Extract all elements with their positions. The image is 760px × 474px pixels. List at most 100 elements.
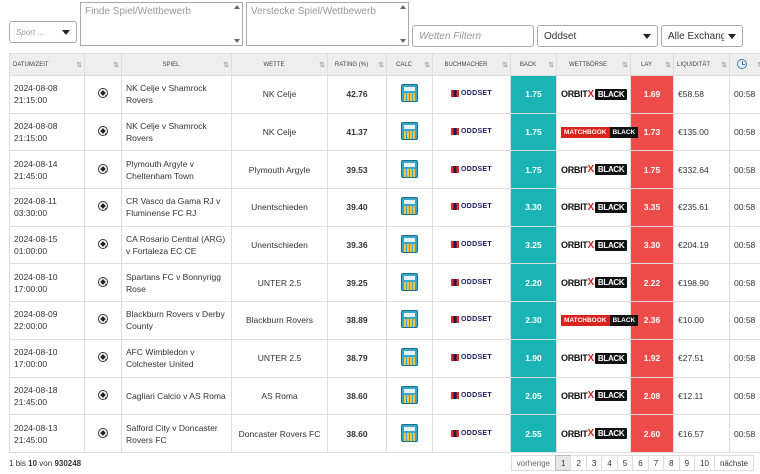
calculator-icon[interactable]	[401, 310, 418, 329]
cell-back-odds[interactable]: 3.25	[510, 225, 557, 265]
calculator-icon[interactable]	[401, 272, 418, 291]
cell-lay-odds[interactable]: 1.69	[630, 75, 674, 114]
cell-lay-odds[interactable]: 3.35	[630, 188, 674, 227]
oddset-logo[interactable]: ODDSET	[451, 165, 492, 173]
cell-date: 2024-08-10 17:00:00	[9, 263, 85, 303]
hide-match-placeholder: Verstecke Spiel/Wettbewerb	[251, 6, 376, 17]
col-header-rating[interactable]: Rating (%) ⇅	[327, 53, 387, 76]
oddset-logo[interactable]: ODDSET	[451, 241, 492, 249]
col-header-date-label: Datum/Zeit	[13, 61, 49, 68]
table-row[interactable]: 2024-08-18 21:45:00 Cagliari Calcio v AS R…	[9, 376, 760, 416]
cell-back-odds[interactable]: 3.30	[510, 188, 557, 227]
lay-odds-value: 3.35	[643, 202, 661, 213]
table-row[interactable]: 2024-08-13 21:45:00 Salford City v Doncast…	[9, 414, 760, 453]
textarea-scrollbar[interactable]	[400, 5, 406, 43]
table-row[interactable]: 2024-08-08 21:15:00 NK Celje v Shamrock Ro…	[9, 75, 760, 114]
cell-back-odds[interactable]: 1.75	[510, 75, 557, 114]
pagination-prev[interactable]: vorherige	[510, 455, 556, 471]
pagination-page[interactable]: 6	[632, 455, 649, 471]
cell-lay-odds[interactable]: 3.30	[630, 225, 674, 265]
cell-match-label: Blackburn Rovers v Derby County	[126, 309, 225, 332]
cell-date-day: 2024-08-10	[14, 347, 58, 358]
col-header-liquidity[interactable]: Liquidität ⇅	[673, 53, 730, 76]
oddset-logo[interactable]: ODDSET	[451, 203, 492, 211]
table-row[interactable]: 2024-08-10 17:00:00 AFC Wimbledon v Colche…	[9, 338, 760, 378]
cell-remaining: 00:58	[729, 414, 760, 453]
col-header-back[interactable]: Back ⇅	[510, 53, 557, 76]
oddset-logo[interactable]: ODDSET	[451, 391, 492, 399]
table-row[interactable]: 2024-08-15 01:00:00 CA Rosario Central (AR…	[9, 225, 760, 265]
table-row[interactable]: 2024-08-09 22:00:00 Blackburn Rovers v Der…	[9, 301, 760, 340]
pagination-page[interactable]: 5	[616, 455, 634, 471]
soccer-ball-icon	[98, 201, 108, 212]
pagination-next[interactable]: nächste	[713, 455, 754, 471]
calculator-icon[interactable]	[401, 348, 418, 367]
calculator-icon[interactable]	[401, 385, 418, 404]
pagination-page[interactable]: 7	[647, 455, 665, 471]
table-row[interactable]: 2024-08-11 03:30:00 CR Vasco da Gama RJ v …	[9, 188, 760, 227]
col-header-date[interactable]: Datum/Zeit ⇅	[9, 53, 85, 76]
cell-back-odds[interactable]: 1.75	[510, 150, 557, 190]
oddset-logo[interactable]: ODDSET	[451, 354, 492, 362]
calculator-icon[interactable]	[401, 122, 418, 141]
bet-filter-input[interactable]: Wetten Filtern	[412, 25, 534, 47]
sport-select[interactable]: Sport ...	[9, 21, 77, 43]
cell-lay-odds[interactable]: 2.60	[630, 414, 674, 453]
col-header-sport[interactable]: ⇅	[84, 53, 122, 76]
pagination-page[interactable]: 4	[601, 455, 618, 471]
pagination-page[interactable]: 2	[570, 455, 587, 471]
pagination-page[interactable]: 3	[585, 455, 603, 471]
calculator-icon[interactable]	[401, 423, 418, 442]
cell-lay-odds[interactable]: 1.75	[630, 150, 674, 190]
soccer-ball-icon	[98, 239, 108, 250]
lay-odds-value: 3.30	[643, 240, 661, 251]
cell-lay-odds[interactable]: 2.08	[630, 376, 674, 416]
calculator-icon[interactable]	[401, 235, 418, 254]
cell-date-day: 2024-08-15	[14, 234, 58, 245]
oddset-mark-icon	[451, 429, 459, 437]
col-header-match[interactable]: Spiel ⇅	[121, 53, 232, 76]
pagination-page[interactable]: 8	[663, 455, 680, 471]
col-header-calc-label: Calc	[395, 61, 412, 68]
oddset-logo[interactable]: ODDSET	[451, 316, 492, 324]
calculator-icon[interactable]	[401, 197, 418, 216]
find-match-textarea[interactable]: Finde Spiel/Wettbewerb	[80, 2, 243, 46]
cell-back-odds[interactable]: 1.90	[510, 338, 557, 378]
cell-back-odds[interactable]: 2.20	[510, 263, 557, 303]
cell-back-odds[interactable]: 1.75	[510, 112, 557, 152]
hide-match-textarea[interactable]: Verstecke Spiel/Wettbewerb	[246, 2, 409, 46]
cell-bet: Unentschieden	[231, 188, 328, 227]
col-header-time[interactable]: ⇅	[729, 53, 760, 76]
cell-rating: 39.53	[327, 150, 387, 190]
bookmaker-select[interactable]: Oddset	[537, 25, 658, 47]
col-header-lay[interactable]: Lay ⇅	[630, 53, 674, 76]
col-header-calc[interactable]: Calc ⇅	[386, 53, 433, 76]
calculator-icon[interactable]	[401, 84, 418, 103]
cell-lay-odds[interactable]: 1.92	[630, 338, 674, 378]
cell-bet-label: UNTER 2.5	[257, 353, 302, 364]
table-row[interactable]: 2024-08-10 17:00:00 Spartans FC v Bonnyrig…	[9, 263, 760, 303]
oddset-logo[interactable]: ODDSET	[451, 429, 492, 437]
col-header-exchange[interactable]: Wettbörse ⇅	[556, 53, 631, 76]
oddset-logo[interactable]: ODDSET	[451, 278, 492, 286]
cell-lay-odds[interactable]: 2.22	[630, 263, 674, 303]
cell-back-odds[interactable]: 2.30	[510, 301, 557, 340]
table-row[interactable]: 2024-08-08 21:15:00 NK Celje v Shamrock Ro…	[9, 112, 760, 152]
cell-back-odds[interactable]: 2.05	[510, 376, 557, 416]
cell-back-odds[interactable]: 2.55	[510, 414, 557, 453]
oddset-mark-icon	[451, 241, 459, 249]
col-header-bookmaker[interactable]: Buchmacher ⇅	[432, 53, 511, 76]
table-row[interactable]: 2024-08-14 21:45:00 Plymouth Argyle v Chel…	[9, 150, 760, 190]
col-header-bet[interactable]: Wette ⇅	[231, 53, 328, 76]
cell-rating-value: 41.37	[346, 127, 368, 138]
exchange-select[interactable]: Alle Exchange	[661, 25, 743, 47]
lay-odds-value: 1.73	[643, 127, 661, 138]
pagination-page[interactable]: 1	[554, 455, 572, 471]
textarea-scrollbar[interactable]	[234, 5, 240, 43]
pagination-page[interactable]: 10	[694, 455, 715, 471]
oddset-logo[interactable]: ODDSET	[451, 90, 492, 98]
cell-bet: Plymouth Argyle	[231, 150, 328, 190]
oddset-logo[interactable]: ODDSET	[451, 128, 492, 136]
pagination-page[interactable]: 9	[678, 455, 696, 471]
calculator-icon[interactable]	[401, 159, 418, 178]
